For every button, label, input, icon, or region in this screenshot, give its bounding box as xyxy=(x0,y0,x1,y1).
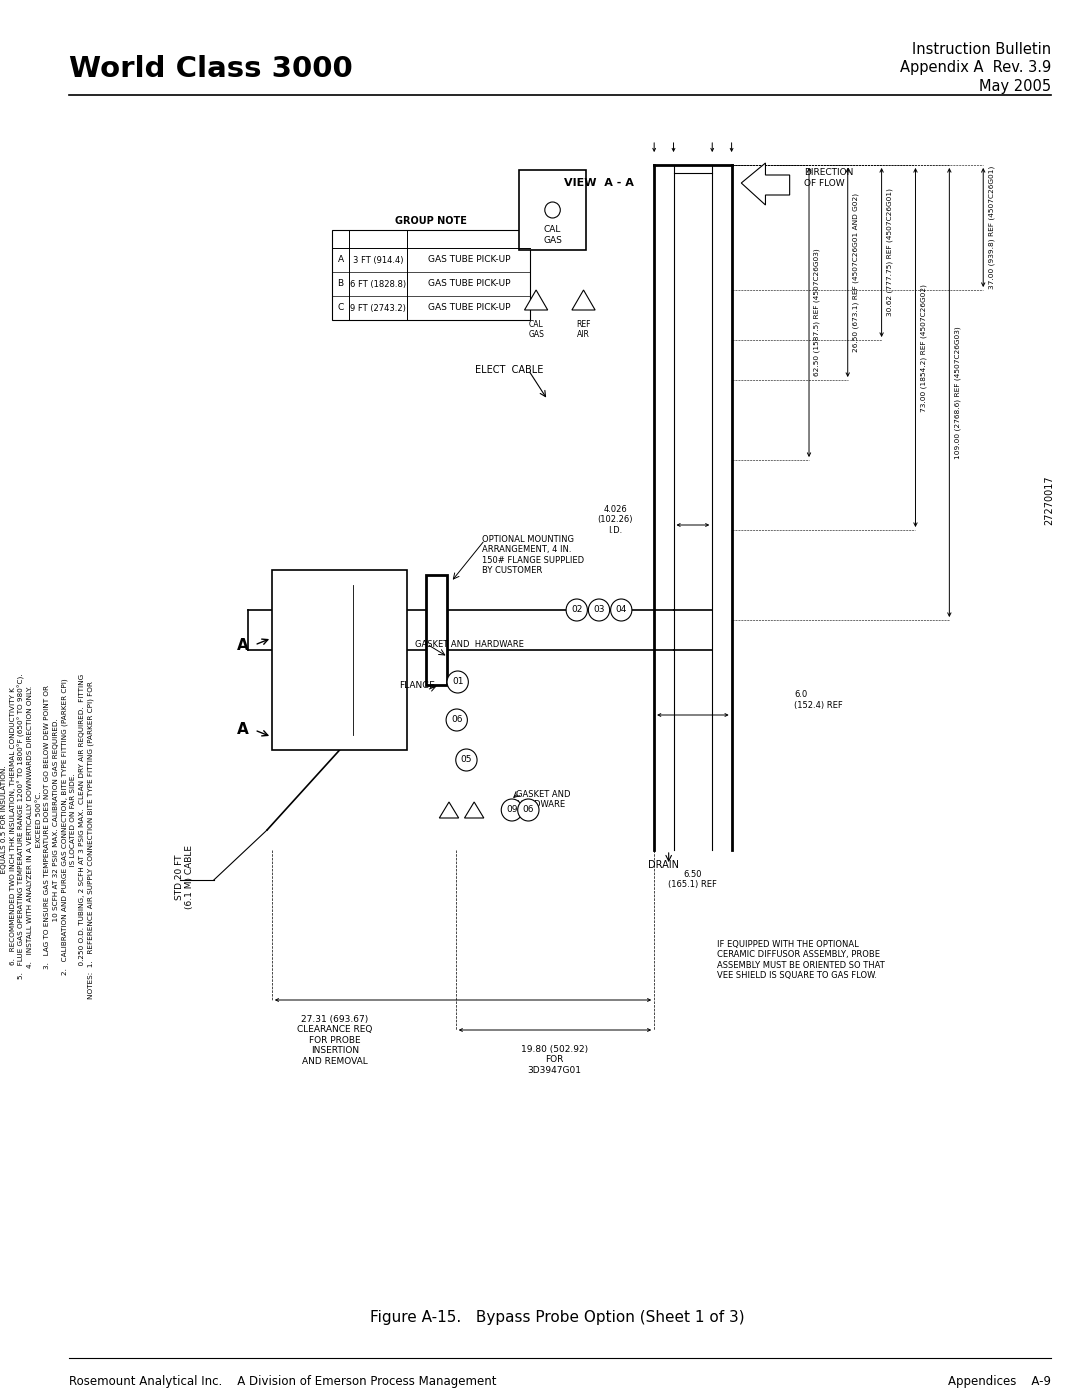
Text: World Class 3000: World Class 3000 xyxy=(69,54,352,82)
Text: GAS TUBE PICK-UP: GAS TUBE PICK-UP xyxy=(428,303,510,313)
Polygon shape xyxy=(525,291,548,310)
Polygon shape xyxy=(440,802,459,819)
Text: VIEW  A - A: VIEW A - A xyxy=(564,177,634,189)
Bar xyxy=(426,576,447,685)
Text: 37.00 (939.8) REF (4507C26G01): 37.00 (939.8) REF (4507C26G01) xyxy=(988,166,995,289)
Text: 30.62 (777.75) REF (4507C26G01): 30.62 (777.75) REF (4507C26G01) xyxy=(887,189,893,317)
Circle shape xyxy=(456,749,477,771)
Text: 3.   LAG TO ENSURE GAS TEMPERATURE DOES NOT GO BELOW DEW POINT OR: 3. LAG TO ENSURE GAS TEMPERATURE DOES NO… xyxy=(44,685,51,996)
Text: 0.250 O.D. TUBING, 2 SCFH AT 3 PSIG MAX.  CLEAN DRY AIR REQUIRED.  FITTING: 0.250 O.D. TUBING, 2 SCFH AT 3 PSIG MAX.… xyxy=(79,673,85,1006)
Text: 09: 09 xyxy=(507,806,517,814)
Text: 6 FT (1828.8): 6 FT (1828.8) xyxy=(350,279,406,289)
Circle shape xyxy=(544,203,561,218)
Circle shape xyxy=(589,599,609,622)
Text: 6.50
(165.1) REF: 6.50 (165.1) REF xyxy=(669,870,717,890)
Text: DRAIN: DRAIN xyxy=(648,861,679,870)
Bar xyxy=(332,231,530,320)
Bar xyxy=(518,170,586,250)
Text: Rosemount Analytical Inc.    A Division of Emerson Process Management: Rosemount Analytical Inc. A Division of … xyxy=(69,1375,496,1389)
Text: 9 FT (2743.2): 9 FT (2743.2) xyxy=(350,303,406,313)
Text: A: A xyxy=(237,637,248,652)
Text: 5.   FLUE GAS OPERATING TEMPERATURE RANGE 1200° TO 1800°F (650° TO 980°C).: 5. FLUE GAS OPERATING TEMPERATURE RANGE … xyxy=(17,673,25,1006)
Circle shape xyxy=(610,599,632,622)
Circle shape xyxy=(566,599,588,622)
Text: 6.0
(152.4) REF: 6.0 (152.4) REF xyxy=(795,690,843,710)
Text: 06: 06 xyxy=(451,715,462,725)
Text: 04: 04 xyxy=(616,605,627,615)
Text: A: A xyxy=(338,256,343,264)
Text: EQUALS 0.5 FOR INSULATION.: EQUALS 0.5 FOR INSULATION. xyxy=(1,766,6,914)
Bar xyxy=(272,570,407,750)
Text: GAS TUBE PICK-UP: GAS TUBE PICK-UP xyxy=(428,279,510,289)
Text: 26.50 (673.1) REF (4507C26G01 AND G02): 26.50 (673.1) REF (4507C26G01 AND G02) xyxy=(852,193,859,352)
Text: 3 FT (914.4): 3 FT (914.4) xyxy=(353,256,404,264)
Text: CAL
GAS: CAL GAS xyxy=(528,320,544,339)
Circle shape xyxy=(517,799,539,821)
Text: NOTES:  1.   REFERENCE AIR SUPPLY CONNECTION BITE TYPE FITTING (PARKER CPI) FOR: NOTES: 1. REFERENCE AIR SUPPLY CONNECTIO… xyxy=(87,682,94,999)
Text: A: A xyxy=(237,722,248,738)
Text: GASKET AND  HARDWARE: GASKET AND HARDWARE xyxy=(415,640,524,650)
Text: 4.   INSTALL WITH ANALYZER IN A VERTICALLY DOWNWARDS DIRECTION ONLY.: 4. INSTALL WITH ANALYZER IN A VERTICALLY… xyxy=(27,686,32,995)
Text: IF EQUIPPED WITH THE OPTIONAL
CERAMIC DIFFUSOR ASSEMBLY, PROBE
ASSEMBLY MUST BE : IF EQUIPPED WITH THE OPTIONAL CERAMIC DI… xyxy=(717,940,885,981)
Text: Figure A-15.   Bypass Probe Option (Sheet 1 of 3): Figure A-15. Bypass Probe Option (Sheet … xyxy=(370,1310,745,1324)
Circle shape xyxy=(446,710,468,731)
Text: 4.026
(102.26)
I.D.: 4.026 (102.26) I.D. xyxy=(597,504,633,535)
Text: STD 20 FT
(6.1 M) CABLE: STD 20 FT (6.1 M) CABLE xyxy=(175,845,194,909)
Text: 27270017: 27270017 xyxy=(1044,475,1054,525)
Circle shape xyxy=(501,799,523,821)
Text: 6.   RECOMMENDED TWO INCH THK INSULATION, THERMAL CONDUCTIVITY K: 6. RECOMMENDED TWO INCH THK INSULATION, … xyxy=(10,687,15,992)
Text: Instruction Bulletin: Instruction Bulletin xyxy=(912,42,1051,57)
Text: 10 SCFH AT 32 PSIG MAX. CALIBRATION GAS REQUIRED.: 10 SCFH AT 32 PSIG MAX. CALIBRATION GAS … xyxy=(53,718,59,963)
Text: 62.50 (1587.5) REF (4507C26G03): 62.50 (1587.5) REF (4507C26G03) xyxy=(814,249,821,376)
Text: ELECT  CABLE: ELECT CABLE xyxy=(475,365,543,374)
Text: IS LOCATED ON FAR SIDE.: IS LOCATED ON FAR SIDE. xyxy=(70,773,77,907)
Text: Appendix A  Rev. 3.9: Appendix A Rev. 3.9 xyxy=(900,60,1051,75)
Text: 2.   CALIBRATION AND PURGE GAS CONNECTION, BITE TYPE FITTING (PARKER CPI): 2. CALIBRATION AND PURGE GAS CONNECTION,… xyxy=(62,678,68,1002)
Text: B: B xyxy=(338,279,343,289)
Polygon shape xyxy=(741,163,789,205)
Text: DIRECTION
OF FLOW: DIRECTION OF FLOW xyxy=(805,168,853,187)
Circle shape xyxy=(447,671,469,693)
Text: CAL
GAS: CAL GAS xyxy=(543,225,562,244)
Text: 05: 05 xyxy=(461,756,472,764)
Text: 03: 03 xyxy=(593,605,605,615)
Text: Appendices    A-9: Appendices A-9 xyxy=(948,1375,1051,1389)
Text: 02: 02 xyxy=(571,605,582,615)
Text: 109.00 (2768.6) REF (4507C26G03): 109.00 (2768.6) REF (4507C26G03) xyxy=(955,326,961,458)
Text: EXCEED 500°C.: EXCEED 500°C. xyxy=(36,792,42,888)
Text: REF
AIR: REF AIR xyxy=(577,320,591,339)
Text: FLANGE: FLANGE xyxy=(400,680,435,690)
Polygon shape xyxy=(572,291,595,310)
Text: GAS TUBE PICK-UP: GAS TUBE PICK-UP xyxy=(428,256,510,264)
Text: GASKET AND
HARDWARE: GASKET AND HARDWARE xyxy=(516,789,570,809)
Text: 73.00 (1854.2) REF (4507C26G02): 73.00 (1854.2) REF (4507C26G02) xyxy=(920,284,927,412)
Text: C: C xyxy=(337,303,343,313)
Text: 27.31 (693.67)
CLEARANCE REQ
FOR PROBE
INSERTION
AND REMOVAL: 27.31 (693.67) CLEARANCE REQ FOR PROBE I… xyxy=(297,1016,373,1066)
Text: GROUP NOTE: GROUP NOTE xyxy=(395,217,467,226)
Text: 19.80 (502.92)
FOR
3D3947G01: 19.80 (502.92) FOR 3D3947G01 xyxy=(521,1045,588,1074)
Text: 01: 01 xyxy=(451,678,463,686)
Text: OPTIONAL MOUNTING
ARRANGEMENT, 4 IN.
150# FLANGE SUPPLIED
BY CUSTOMER: OPTIONAL MOUNTING ARRANGEMENT, 4 IN. 150… xyxy=(482,535,584,576)
Text: 06: 06 xyxy=(523,806,535,814)
Text: May 2005: May 2005 xyxy=(978,80,1051,94)
Polygon shape xyxy=(464,802,484,819)
